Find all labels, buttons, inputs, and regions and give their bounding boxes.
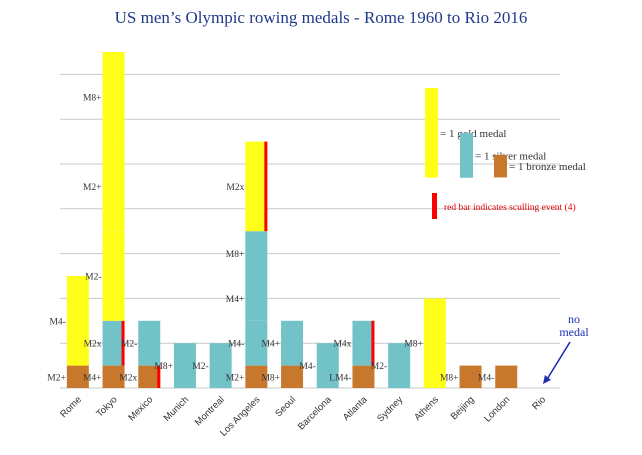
segment-label: M2x [226, 183, 244, 193]
chart-title: US men’s Olympic rowing medals - Rome 19… [114, 8, 528, 27]
legend: = 1 gold medal = 1 silver medal= 1 bronze… [425, 88, 586, 219]
annotation [542, 341, 571, 384]
medal-bar-segment [245, 365, 268, 388]
legend-swatch [460, 133, 473, 178]
medal-bar-segment [66, 365, 89, 388]
medal-bar-segment [66, 276, 89, 366]
medal-bar-segment [423, 298, 446, 388]
medal-bar-segment [173, 343, 196, 388]
x-tick-label: Rome [58, 394, 84, 420]
medal-bar-segment [102, 320, 125, 366]
medal-bar-segment [138, 365, 161, 388]
legend-label: = 1 gold medal [440, 128, 506, 140]
bars: M2+ M4- M4+ M2x M2- M2+ M8+ M2x M2- M8+ M2- M2+ M4- M… [47, 52, 518, 388]
segment-label: M4+ [226, 295, 245, 305]
x-tick-label: Rio [530, 394, 548, 412]
medal-bar-segment [245, 320, 268, 366]
segment-label: M4- [299, 362, 315, 372]
medal-bar-segment [352, 365, 375, 388]
no-medal-note: no medal [544, 313, 604, 339]
medal-bar-segment [281, 365, 304, 388]
segment-label: M2+ [83, 183, 102, 193]
medal-bar-segment [102, 141, 125, 232]
segment-label: M2x [84, 340, 102, 350]
x-tick-label: Sydney [375, 394, 405, 424]
sculling-marker [264, 141, 268, 232]
segment-label: M4+ [261, 340, 280, 350]
x-tick-label: Montreal [193, 394, 227, 428]
segment-label: M8+ [154, 362, 173, 372]
sculling-marker [157, 365, 161, 388]
medal-bar-segment [102, 231, 125, 321]
segment-label: M8+ [261, 373, 280, 383]
medal-bar-segment [245, 141, 268, 232]
medal-bar-segment [102, 52, 125, 142]
segment-label: M8+ [83, 93, 102, 103]
segment-label: M2x [119, 373, 137, 383]
sculling-marker [121, 320, 125, 366]
x-tick-label: London [482, 394, 512, 424]
medal-bar-segment [495, 365, 518, 388]
sculling-marker [371, 320, 375, 366]
segment-label: M8+ [226, 250, 245, 260]
no-medal-note-line1: no [568, 312, 580, 326]
segment-label: M2+ [226, 373, 245, 383]
x-tick-label: Beijing [449, 394, 477, 422]
x-tick-label: Athens [412, 394, 441, 423]
segment-label: M8+ [440, 373, 459, 383]
medal-bar-segment [138, 320, 161, 366]
segment-label: M4+ [83, 373, 102, 383]
x-tick-label: Mexico [126, 394, 155, 423]
annotation-arrow-head [542, 375, 551, 384]
x-tick-label: Munich [162, 394, 191, 423]
medal-bar-segment [209, 343, 232, 388]
annotation-arrow-line [545, 341, 571, 382]
medal-bar-segment [352, 320, 375, 366]
segment-label: M2+ [47, 373, 66, 383]
medal-bar-segment [281, 320, 304, 366]
segment-label: M2- [371, 362, 387, 372]
x-tick-label: Barcelona [296, 394, 335, 433]
medal-bar-segment [388, 343, 411, 388]
segment-label: M4- [49, 317, 65, 327]
segment-label: M8+ [404, 340, 423, 350]
legend-label: = 1 bronze medal [509, 161, 586, 173]
segment-label: M4- [228, 340, 244, 350]
segment-label: M4- [478, 373, 494, 383]
segment-label: M2- [85, 273, 101, 283]
medal-bar-segment [459, 365, 482, 388]
segment-label: M2- [121, 340, 137, 350]
legend-sculling-swatch [432, 193, 437, 219]
x-tick-label: Atlanta [341, 394, 370, 423]
legend-sculling-note: red bar indicates sculling event (4) [444, 202, 576, 213]
no-medal-note-line2: medal [559, 325, 589, 339]
legend-swatch [425, 88, 438, 178]
x-tick-label: Seoul [273, 394, 298, 419]
segment-label: M4x [333, 340, 351, 350]
medal-bar-segment [245, 231, 268, 276]
medal-bar-segment [316, 343, 339, 388]
x-tick-label: Tokyo [94, 394, 119, 419]
legend-swatch [494, 155, 507, 178]
segment-label: M2- [192, 362, 208, 372]
segment-label: LM4- [329, 373, 351, 383]
medal-bar-segment [102, 365, 125, 388]
medal-bar-segment [245, 276, 268, 321]
legend-label: = 1 silver medal [475, 150, 546, 162]
